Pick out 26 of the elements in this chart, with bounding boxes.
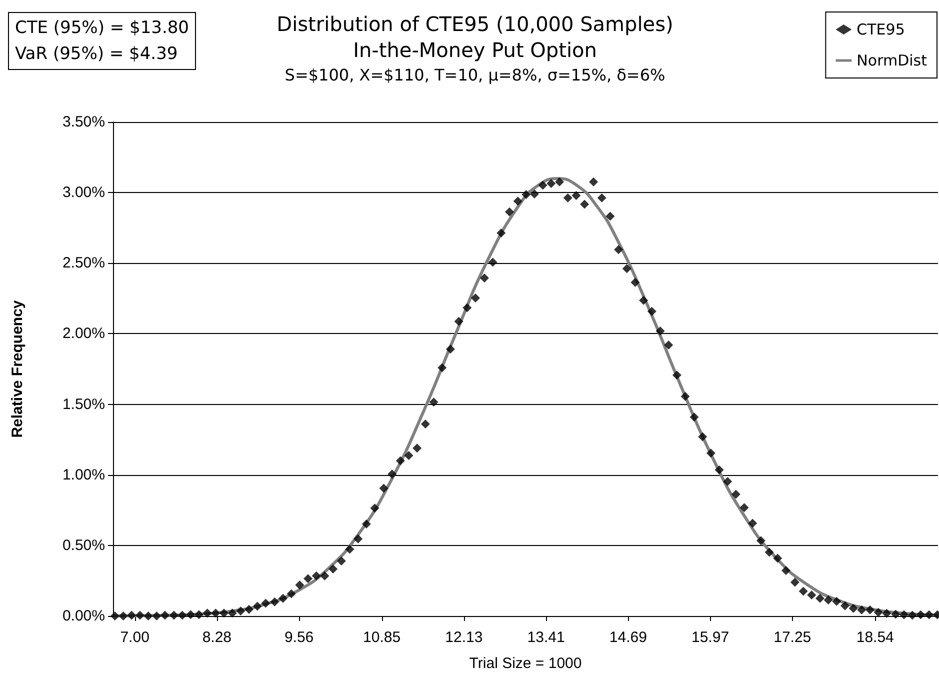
chart-title: Distribution of CTE95 (10,000 Samples) In-the-Money Put Option: [276, 12, 674, 62]
x-tick-label: 14.69: [609, 629, 647, 646]
y-tick-label: 0.50%: [62, 536, 105, 554]
legend-label: NormDist: [856, 52, 928, 70]
x-tick-label: 10.85: [363, 629, 401, 646]
text: VaR (95%) = $4.39: [15, 43, 179, 66]
x-tick-label: 9.56: [284, 629, 314, 646]
x-tick-label: 7.00: [120, 629, 150, 646]
x-tick-label: 8.28: [202, 629, 232, 646]
y-tick-label: 2.50%: [62, 254, 105, 272]
y-tick-label: 1.50%: [62, 396, 105, 413]
x-axis-title: Trial Size = 1000: [469, 655, 582, 672]
x-tick-label: 18.54: [856, 629, 894, 646]
y-tick-label: 3.00%: [62, 184, 105, 202]
y-tick-label: 1.00%: [62, 466, 105, 484]
y-tick-label: 0.00%: [62, 608, 105, 624]
x-tick-label: 12.13: [445, 629, 483, 646]
text: CTE (95%) = $13.80: [15, 17, 189, 40]
legend-label: CTE95: [856, 20, 905, 38]
x-tick-label: 17.25: [774, 629, 812, 646]
x-tick-label: 15.97: [691, 629, 730, 646]
y-tick-label: 2.00%: [62, 325, 105, 342]
y-axis-title: Relative Frequency: [9, 300, 26, 438]
chart-subtitle: S=$100, X=$110, T=10, μ=8%, σ=15%, δ=6%: [284, 66, 666, 84]
x-tick-label: 13.41: [527, 629, 565, 646]
y-tick-label: 3.50%: [62, 114, 105, 130]
